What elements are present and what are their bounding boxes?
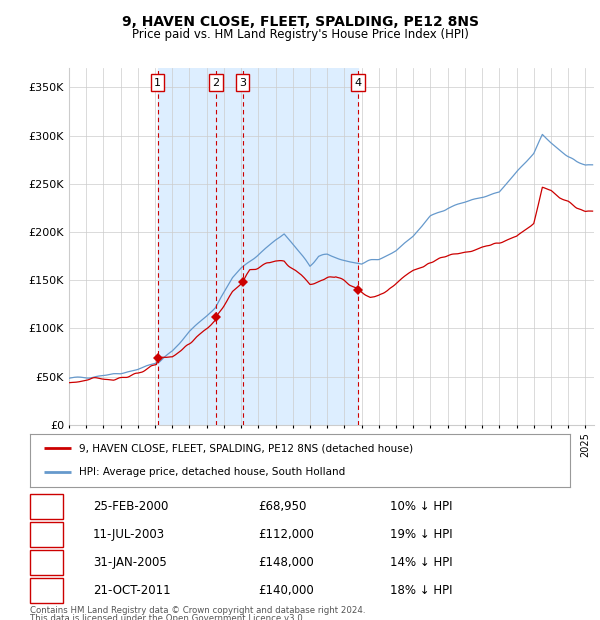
Text: 2: 2 xyxy=(43,528,50,541)
Text: 21-OCT-2011: 21-OCT-2011 xyxy=(93,584,170,596)
Text: 25-FEB-2000: 25-FEB-2000 xyxy=(93,500,169,513)
Text: 2: 2 xyxy=(212,78,220,87)
Text: 9, HAVEN CLOSE, FLEET, SPALDING, PE12 8NS (detached house): 9, HAVEN CLOSE, FLEET, SPALDING, PE12 8N… xyxy=(79,443,413,453)
Text: 1: 1 xyxy=(43,500,50,513)
Text: £112,000: £112,000 xyxy=(258,528,314,541)
Text: £140,000: £140,000 xyxy=(258,584,314,596)
Text: This data is licensed under the Open Government Licence v3.0.: This data is licensed under the Open Gov… xyxy=(30,614,305,620)
Text: 31-JAN-2005: 31-JAN-2005 xyxy=(93,556,167,569)
Bar xyxy=(158,68,216,425)
Text: £148,000: £148,000 xyxy=(258,556,314,569)
Text: 4: 4 xyxy=(43,584,50,596)
Text: Contains HM Land Registry data © Crown copyright and database right 2024.: Contains HM Land Registry data © Crown c… xyxy=(30,606,365,615)
Text: 18% ↓ HPI: 18% ↓ HPI xyxy=(390,584,452,596)
Text: Price paid vs. HM Land Registry's House Price Index (HPI): Price paid vs. HM Land Registry's House … xyxy=(131,28,469,41)
Bar xyxy=(216,68,358,425)
Text: £68,950: £68,950 xyxy=(258,500,307,513)
Text: 3: 3 xyxy=(239,78,246,87)
Text: 9, HAVEN CLOSE, FLEET, SPALDING, PE12 8NS: 9, HAVEN CLOSE, FLEET, SPALDING, PE12 8N… xyxy=(121,16,479,30)
Text: 14% ↓ HPI: 14% ↓ HPI xyxy=(390,556,452,569)
Text: 11-JUL-2003: 11-JUL-2003 xyxy=(93,528,165,541)
Text: 3: 3 xyxy=(43,556,50,569)
Text: 19% ↓ HPI: 19% ↓ HPI xyxy=(390,528,452,541)
Text: HPI: Average price, detached house, South Holland: HPI: Average price, detached house, Sout… xyxy=(79,467,345,477)
Text: 10% ↓ HPI: 10% ↓ HPI xyxy=(390,500,452,513)
Text: 1: 1 xyxy=(154,78,161,87)
Text: 4: 4 xyxy=(355,78,362,87)
